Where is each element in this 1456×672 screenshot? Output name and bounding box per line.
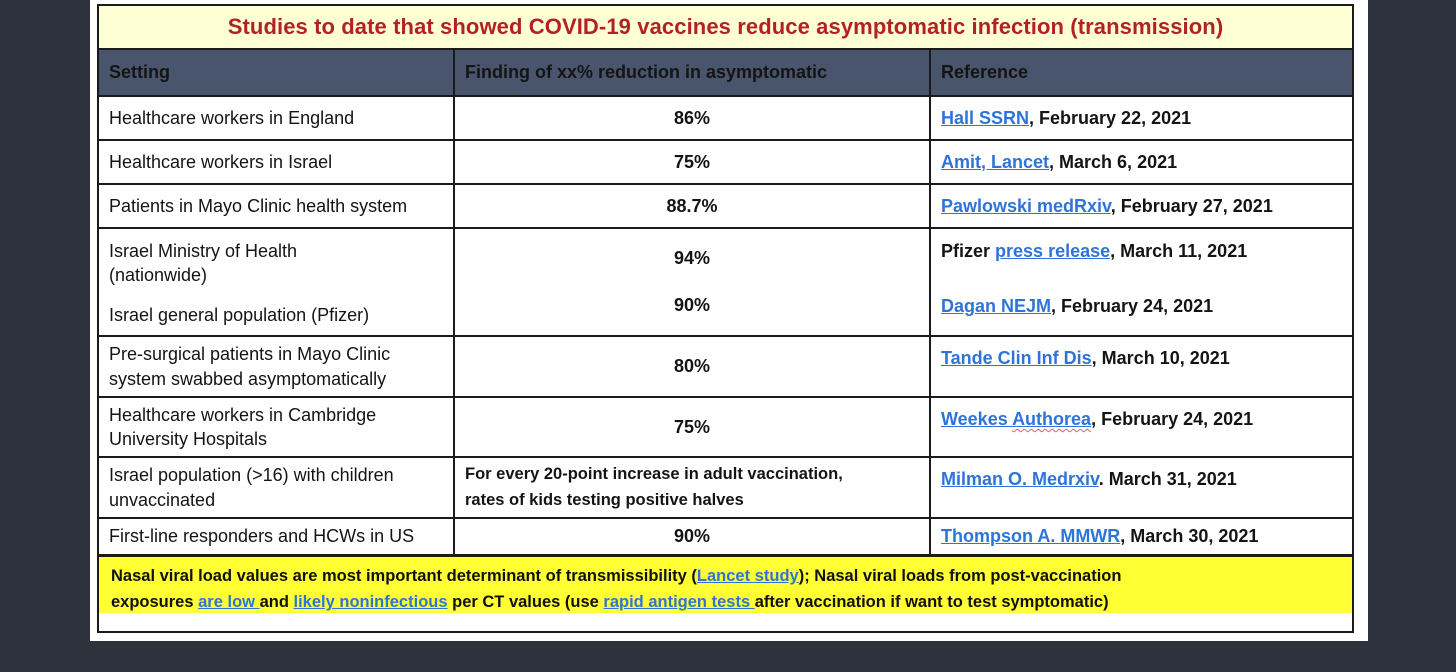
setting-cell: Healthcare workers in England (109, 107, 355, 128)
table-row: Healthcare workers in England 86% Hall S… (99, 95, 1352, 139)
table-row: Healthcare workers in Israel 75% Amit, L… (99, 139, 1352, 183)
reference-date: , February 24, 2021 (1051, 296, 1214, 317)
reference-entry: Dagan NEJM, February 24, 2021 (941, 284, 1342, 329)
note-text: Nasal viral load values are most importa… (111, 567, 697, 585)
table-header-row: Setting Finding of xx% reduction in asym… (99, 50, 1352, 95)
reference-cell: Pawlowski medRxiv, February 27, 2021 (929, 185, 1352, 227)
setting-cell: Pre-surgical patients in Mayo Clinic sys… (109, 344, 391, 389)
reference-date: , February 22, 2021 (1029, 107, 1192, 128)
reference-date: , March 11, 2021 (1110, 241, 1248, 261)
reference-cell: Pfizer press release, March 11, 2021 Dag… (929, 229, 1352, 335)
setting-entry: Israel general population (Pfizer) (109, 304, 370, 325)
table-row-merged: Israel Ministry of Health (nationwide) I… (99, 227, 1352, 335)
reference-date: , March 30, 2021 (1120, 526, 1259, 547)
setting-entry: Israel Ministry of Health (nationwide) (109, 241, 298, 286)
header-setting: Setting (109, 62, 170, 83)
reference-date: . March 31, 2021 (1098, 469, 1237, 489)
finding-cell: 86% (453, 97, 929, 139)
presentation-slide: Studies to date that showed COVID-19 vac… (90, 0, 1368, 641)
reference-entry: Pfizer press release, March 11, 2021 (941, 235, 1342, 284)
note-text: ); Nasal viral loads from post-vaccinati… (111, 567, 1122, 612)
reference-link[interactable]: Weekes Authorea (941, 409, 1092, 429)
reference-cell: Hall SSRN, February 22, 2021 (929, 97, 1352, 139)
studies-table: Studies to date that showed COVID-19 vac… (97, 4, 1354, 633)
finding-cell: 80% (453, 337, 929, 396)
finding-cell: 94% 90% (453, 229, 929, 335)
reference-link[interactable]: Milman O. Medrxiv (941, 469, 1099, 489)
header-finding: Finding of xx% reduction in asymptomatic (453, 50, 929, 95)
reference-link[interactable]: Tande Clin Inf Dis (941, 348, 1092, 368)
note-banner: Nasal viral load values are most importa… (99, 554, 1352, 613)
finding-entry: 94% (673, 248, 711, 269)
setting-cell: Israel Ministry of Health (nationwide) I… (99, 229, 453, 335)
setting-cell: Patients in Mayo Clinic health system (109, 195, 408, 216)
note-link[interactable]: Lancet study (696, 567, 799, 585)
table-row: Pre-surgical patients in Mayo Clinic sys… (99, 335, 1352, 396)
finding-cell: 88.7% (453, 185, 929, 227)
reference-date: , March 10, 2021 (1091, 348, 1230, 368)
setting-cell: Israel population (>16) with children un… (109, 465, 394, 510)
reference-date: , March 6, 2021 (1049, 151, 1178, 172)
reference-date: , February 27, 2021 (1110, 195, 1273, 216)
reference-prefix: Pfizer (941, 241, 996, 261)
reference-link[interactable]: Thompson A. MMWR (941, 526, 1121, 547)
setting-cell: Healthcare workers in Israel (109, 151, 333, 172)
table-row: Patients in Mayo Clinic health system 88… (99, 183, 1352, 227)
setting-cell: First-line responders and HCWs in US (109, 526, 415, 547)
header-reference: Reference (929, 50, 1352, 95)
table-row: First-line responders and HCWs in US 90%… (99, 517, 1352, 554)
finding-cell: 75% (453, 141, 929, 183)
table-row: Healthcare workers in Cambridge Universi… (99, 396, 1352, 456)
reference-link[interactable]: press release (995, 241, 1111, 261)
reference-cell: Weekes Authorea, February 24, 2021 (929, 398, 1352, 456)
reference-cell: Tande Clin Inf Dis, March 10, 2021 (929, 337, 1352, 396)
reference-cell: Thompson A. MMWR, March 30, 2021 (929, 519, 1352, 554)
reference-link[interactable]: Pawlowski medRxiv (941, 195, 1111, 216)
reference-link[interactable]: Amit, Lancet (941, 151, 1050, 172)
note-text: per CT values (use (447, 593, 604, 612)
finding-cell: 75% (453, 398, 929, 456)
finding-cell: For every 20-point increase in adult vac… (453, 458, 929, 518)
table-row: Israel population (>16) with children un… (99, 456, 1352, 518)
setting-cell: Healthcare workers in Cambridge Universi… (109, 404, 377, 449)
finding-cell: 90% (453, 519, 929, 554)
finding-entry: 90% (673, 295, 711, 316)
misspelled-word: Authorea (1012, 409, 1092, 429)
slide-title: Studies to date that showed COVID-19 vac… (99, 6, 1352, 50)
reference-cell: Milman O. Medrxiv. March 31, 2021 (929, 458, 1352, 518)
reference-date: , February 24, 2021 (1091, 409, 1254, 429)
reference-link[interactable]: Dagan NEJM (941, 296, 1052, 317)
note-link[interactable]: are low (198, 593, 260, 612)
note-text: after vaccination if want to test sympto… (754, 593, 1109, 612)
note-link[interactable]: likely noninfectious (293, 593, 448, 612)
reference-link[interactable]: Hall SSRN (941, 107, 1030, 128)
note-text: and (259, 593, 294, 612)
note-link[interactable]: rapid antigen tests (603, 593, 755, 612)
reference-cell: Amit, Lancet, March 6, 2021 (929, 141, 1352, 183)
